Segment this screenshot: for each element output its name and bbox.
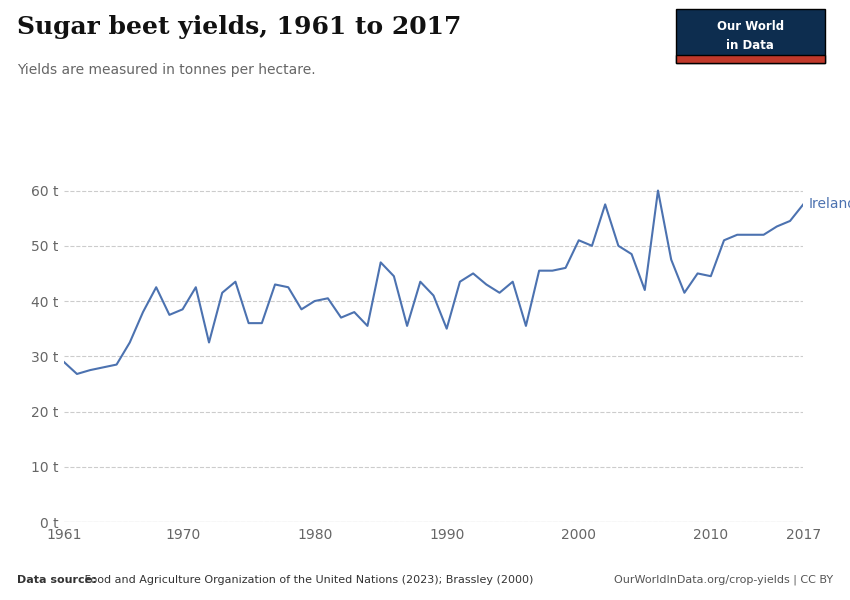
- Text: Food and Agriculture Organization of the United Nations (2023); Brassley (2000): Food and Agriculture Organization of the…: [81, 575, 533, 585]
- Text: Ireland: Ireland: [808, 197, 850, 211]
- Text: Sugar beet yields, 1961 to 2017: Sugar beet yields, 1961 to 2017: [17, 15, 462, 39]
- Text: Our World: Our World: [717, 20, 784, 33]
- Text: in Data: in Data: [726, 39, 774, 52]
- Text: OurWorldInData.org/crop-yields | CC BY: OurWorldInData.org/crop-yields | CC BY: [614, 575, 833, 585]
- Text: Yields are measured in tonnes per hectare.: Yields are measured in tonnes per hectar…: [17, 63, 315, 77]
- Text: Data source:: Data source:: [17, 575, 97, 585]
